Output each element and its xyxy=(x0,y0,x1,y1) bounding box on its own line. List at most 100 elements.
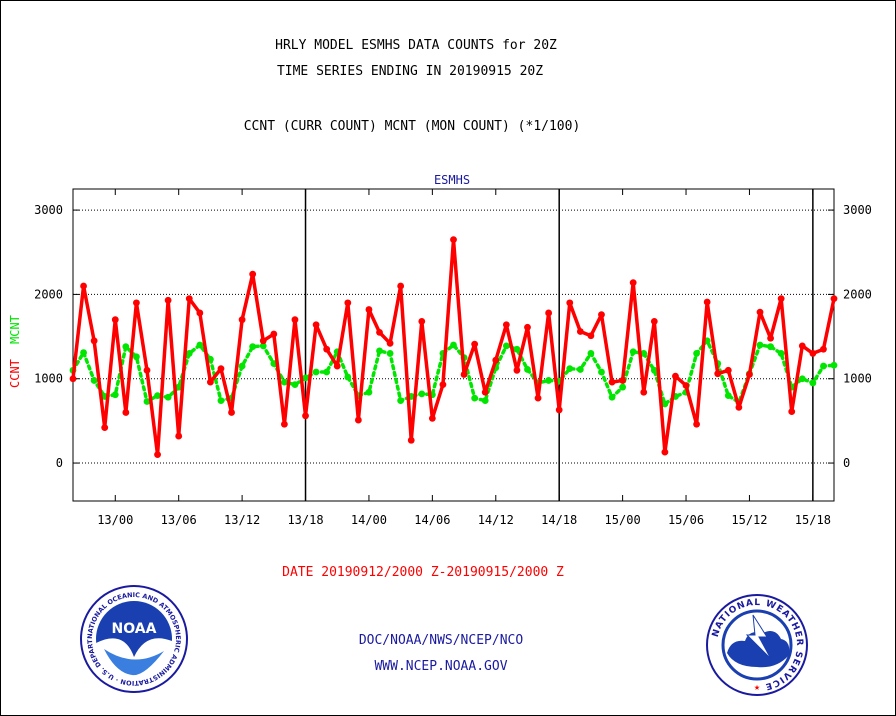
data-point-ccnt xyxy=(724,366,732,374)
y-tick-label-left: 1000 xyxy=(34,372,63,386)
data-point-mcnt xyxy=(418,390,426,398)
url-label[interactable]: WWW.NCEP.NOAA.GOV xyxy=(374,659,508,674)
chart-subtitle: CCNT (CURR COUNT) MCNT (MON COUNT) (*1/1… xyxy=(243,119,581,134)
data-point-mcnt xyxy=(777,350,785,357)
data-point-ccnt xyxy=(164,296,172,304)
y-tick-label-right: 1000 xyxy=(843,372,872,386)
data-point-ccnt xyxy=(249,270,257,278)
data-point-mcnt xyxy=(312,368,320,376)
data-point-mcnt xyxy=(450,341,457,349)
x-tick-label: 15/18 xyxy=(795,513,831,527)
data-point-mcnt xyxy=(640,350,648,357)
data-point-mcnt xyxy=(238,362,246,370)
x-tick-label: 14/06 xyxy=(414,513,450,527)
data-point-mcnt xyxy=(724,392,732,399)
data-point-mcnt xyxy=(175,383,183,391)
data-point-mcnt xyxy=(90,377,98,384)
plot-area-border xyxy=(72,188,835,502)
data-point-ccnt xyxy=(608,378,616,386)
data-point-ccnt xyxy=(418,317,426,325)
data-point-mcnt xyxy=(143,398,151,405)
data-point-mcnt xyxy=(365,388,373,396)
data-point-ccnt xyxy=(703,298,711,306)
nws-star-icon: ★ xyxy=(754,682,760,693)
plot-title: ESMHS xyxy=(434,173,470,187)
data-point-mcnt xyxy=(545,377,553,384)
data-point-ccnt xyxy=(354,416,362,424)
data-point-mcnt xyxy=(650,366,658,374)
data-point-ccnt xyxy=(640,388,648,396)
data-point-mcnt xyxy=(566,365,574,373)
y-tick-label-left: 3000 xyxy=(34,203,63,217)
x-tick-label: 13/00 xyxy=(97,513,133,527)
data-point-ccnt xyxy=(619,377,627,384)
data-point-ccnt xyxy=(90,337,98,345)
data-point-ccnt xyxy=(481,388,489,396)
data-point-ccnt xyxy=(207,378,214,386)
data-point-ccnt xyxy=(133,299,140,307)
x-axis-ticks: 13/00 13/06 13/12 13/18 14/00 14/06 14/12 14/18… xyxy=(97,189,831,527)
data-point-ccnt xyxy=(545,309,553,317)
data-point-ccnt xyxy=(101,424,109,432)
data-point-ccnt xyxy=(80,282,87,290)
data-point-mcnt xyxy=(376,347,383,355)
data-point-mcnt xyxy=(576,366,584,373)
x-tick-label: 13/12 xyxy=(224,513,260,527)
data-point-ccnt xyxy=(798,342,806,350)
y-axis-label-ccnt: CCNT xyxy=(8,359,22,388)
data-point-ccnt xyxy=(555,406,563,414)
data-point-ccnt xyxy=(154,451,161,459)
data-point-ccnt xyxy=(714,370,722,378)
data-point-ccnt xyxy=(228,409,235,416)
y-tick-label-right: 2000 xyxy=(843,287,872,301)
data-point-ccnt xyxy=(175,432,183,440)
y-axis-ticks: 0 0 1000 1000 2000 2000 3000 3000 xyxy=(34,203,872,470)
y-tick-label-right: 0 xyxy=(843,456,850,470)
data-point-mcnt xyxy=(587,350,595,357)
data-point-ccnt xyxy=(291,316,299,324)
data-point-ccnt xyxy=(534,394,542,402)
data-point-mcnt xyxy=(693,350,700,357)
data-point-mcnt xyxy=(133,353,140,361)
data-point-ccnt xyxy=(69,375,77,383)
data-point-mcnt xyxy=(502,342,510,350)
data-point-ccnt xyxy=(407,436,415,444)
x-tick-label: 15/00 xyxy=(605,513,641,527)
data-point-ccnt xyxy=(439,381,447,389)
data-point-mcnt xyxy=(122,343,130,351)
data-point-ccnt xyxy=(386,339,394,347)
data-point-mcnt xyxy=(809,379,817,387)
data-point-ccnt xyxy=(693,420,700,428)
data-point-mcnt xyxy=(249,343,257,351)
data-point-ccnt xyxy=(767,334,774,342)
data-point-mcnt xyxy=(217,397,225,405)
data-point-ccnt xyxy=(672,372,679,380)
data-point-mcnt xyxy=(820,362,827,370)
data-point-ccnt xyxy=(830,295,838,303)
data-point-ccnt xyxy=(376,328,383,336)
data-point-ccnt xyxy=(777,295,785,303)
data-point-mcnt xyxy=(196,341,204,349)
x-tick-label: 15/12 xyxy=(731,513,767,527)
x-tick-label: 15/06 xyxy=(668,513,704,527)
grid-lines xyxy=(73,209,834,464)
data-point-ccnt xyxy=(333,362,341,370)
y-tick-label-left: 0 xyxy=(56,456,63,470)
data-point-ccnt xyxy=(650,317,658,325)
data-point-ccnt xyxy=(756,308,764,316)
data-point-ccnt xyxy=(280,420,288,428)
x-tick-label: 14/18 xyxy=(541,513,577,527)
data-point-ccnt xyxy=(471,340,479,348)
data-point-ccnt xyxy=(143,366,151,374)
data-point-ccnt xyxy=(302,412,309,420)
data-point-mcnt xyxy=(756,341,764,349)
data-point-ccnt xyxy=(524,323,531,331)
data-point-ccnt xyxy=(502,321,510,329)
data-point-ccnt xyxy=(820,345,827,353)
noaa-logo-label: NOAA xyxy=(112,621,157,637)
data-point-mcnt xyxy=(471,394,479,402)
x-tick-label: 14/00 xyxy=(351,513,387,527)
data-point-mcnt xyxy=(767,343,774,351)
data-point-mcnt xyxy=(386,350,394,357)
